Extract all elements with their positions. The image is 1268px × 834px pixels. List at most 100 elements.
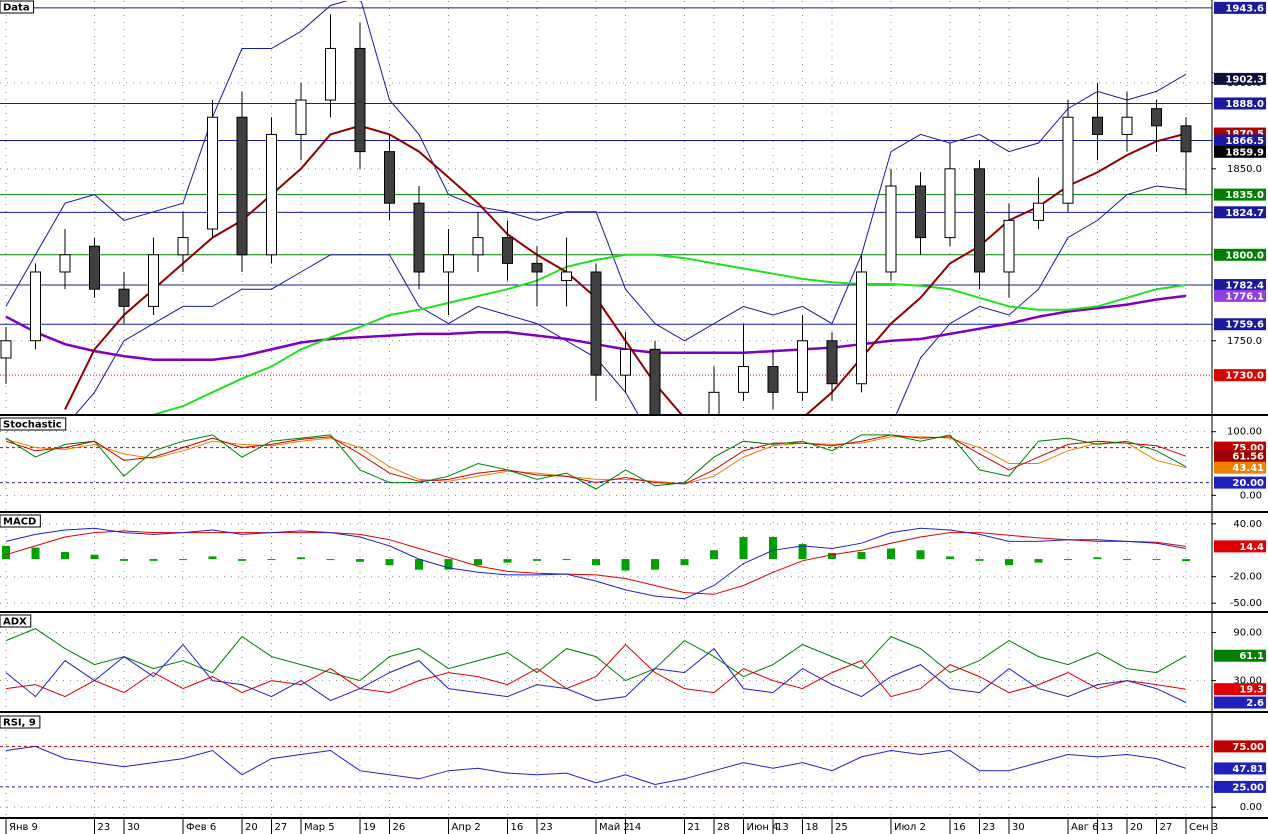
- level-label: 1800.0: [1225, 250, 1264, 261]
- histogram-bar: [916, 550, 925, 560]
- candle-body: [944, 168, 956, 239]
- level-box: [1214, 72, 1266, 85]
- histogram-bar: [1064, 559, 1072, 561]
- x-tick-label: 26: [393, 822, 406, 833]
- x-tick-label: 19: [363, 822, 376, 833]
- candle-body: [826, 340, 838, 385]
- level-label: 1835.0: [1225, 190, 1264, 201]
- pane-title: MACD: [3, 517, 36, 528]
- level-label: 1824.7: [1225, 208, 1264, 219]
- x-tick-label: 23: [540, 822, 553, 833]
- level-label: 47.81: [1232, 764, 1264, 775]
- level-label: 1776.1: [1225, 291, 1264, 302]
- x-tick-label: 23: [983, 822, 996, 833]
- histogram-bar: [533, 559, 541, 561]
- level-label: 1888.0: [1225, 99, 1264, 110]
- level-label: 1902.3: [1225, 74, 1264, 85]
- histogram-bar: [651, 559, 659, 570]
- candle-body: [974, 168, 985, 273]
- histogram-bar: [739, 537, 748, 560]
- level-label: 25.00: [1232, 782, 1264, 793]
- candle-body: [236, 116, 248, 256]
- x-tick-label: 30: [1012, 822, 1025, 833]
- line-series: [5, 643, 1187, 698]
- x-tick-label: 20: [245, 822, 258, 833]
- x-tick-label: 14: [629, 822, 642, 833]
- level-box: [1214, 740, 1266, 753]
- level-label: 61.1: [1239, 651, 1264, 662]
- candle-body: [1180, 125, 1192, 153]
- histogram-bar: [769, 537, 777, 560]
- y-tick-label: 90.00: [1233, 628, 1262, 639]
- level-box: [1214, 780, 1266, 793]
- histogram-bar: [2, 545, 10, 560]
- histogram-bar: [828, 552, 836, 560]
- level-box: [1214, 762, 1266, 775]
- candle-body: [1092, 116, 1103, 135]
- histogram-bar: [238, 559, 246, 561]
- line-series: [5, 434, 1187, 490]
- histogram-bar: [31, 547, 40, 560]
- candle-body: [502, 237, 513, 264]
- candle-body: [0, 340, 12, 359]
- level-label: 1730.0: [1225, 371, 1264, 382]
- histogram-bar: [1005, 559, 1013, 566]
- line-series: [5, 643, 1187, 703]
- candle-body: [767, 366, 779, 393]
- histogram-bar: [120, 559, 128, 561]
- pane: [0, 716, 1212, 817]
- level-box: [1214, 476, 1266, 489]
- candle-body: [708, 391, 720, 414]
- y-tick-label: 40.00: [1233, 519, 1262, 530]
- line-series: [5, 527, 1187, 600]
- histogram-bar: [1182, 559, 1190, 562]
- histogram-bar: [444, 559, 453, 570]
- candle-body: [738, 366, 749, 393]
- y-tick-label: 30.00: [1233, 676, 1262, 687]
- x-tick-label: 25: [835, 822, 848, 833]
- pane-title-box: [0, 417, 67, 431]
- histogram-bar: [592, 559, 600, 566]
- line-series: [5, 530, 1187, 595]
- histogram-bar: [1093, 557, 1102, 560]
- x-tick-label: 13: [1101, 822, 1114, 833]
- x-tick-label: 23: [98, 822, 111, 833]
- x-tick-label: 28: [717, 822, 730, 833]
- histogram-bar: [887, 548, 895, 560]
- line-series: [5, 436, 1187, 485]
- pane: [0, 418, 1212, 511]
- y-tick-label: -50.00: [1230, 598, 1262, 609]
- level-box: [1214, 696, 1266, 709]
- x-tick-label: 21: [688, 822, 701, 833]
- pane: [0, 1, 1212, 414]
- histogram-bar: [975, 559, 984, 561]
- candle-body: [1062, 116, 1074, 204]
- histogram-bar: [297, 557, 305, 560]
- candle-body: [207, 116, 218, 230]
- histogram-bar: [149, 559, 158, 561]
- x-tick-label: Июн 4: [747, 822, 779, 833]
- histogram-bar: [90, 554, 99, 560]
- histogram-bar: [415, 559, 423, 570]
- histogram-bar: [680, 559, 689, 566]
- line-series: [5, 745, 1187, 786]
- level-label: 1759.6: [1225, 320, 1264, 331]
- level-box: [1214, 450, 1266, 463]
- candle-body: [1121, 116, 1133, 135]
- x-tick-label: Янв 9: [9, 822, 38, 833]
- level-box: [1214, 461, 1266, 474]
- x-tick-label: 16: [511, 822, 524, 833]
- level-label: 14.4: [1239, 542, 1264, 553]
- level-label: 43.41: [1232, 463, 1264, 474]
- histogram-bar: [208, 556, 217, 560]
- candle-body: [325, 47, 336, 101]
- histogram-bar: [385, 559, 394, 566]
- candle-body: [1033, 202, 1044, 221]
- level-box: [1214, 206, 1266, 219]
- pane-title: ADX: [3, 617, 27, 628]
- level-box: [1214, 289, 1266, 302]
- level-box: [1214, 649, 1266, 662]
- histogram-bar: [946, 556, 954, 560]
- level-box: [1214, 97, 1266, 110]
